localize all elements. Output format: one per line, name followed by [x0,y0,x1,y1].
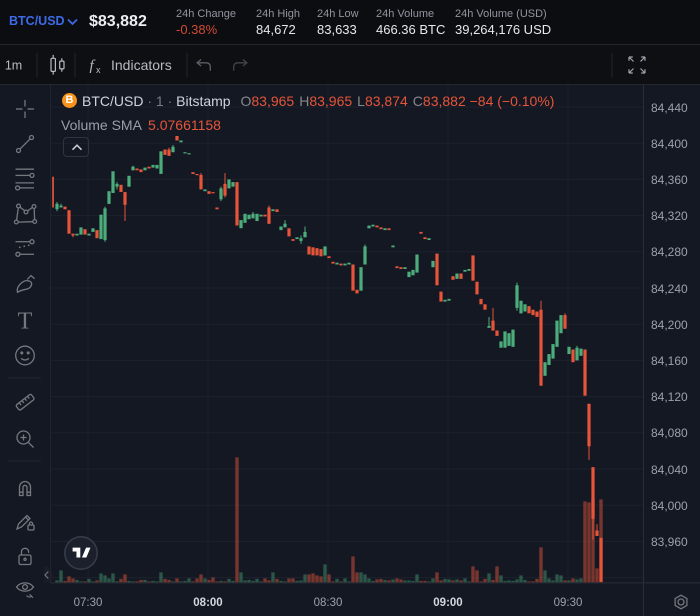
svg-text:T: T [18,309,33,335]
svg-text:1m: 1m [5,59,22,73]
svg-text:f: f [90,58,96,74]
svg-text:x: x [96,65,101,75]
svg-text:Indicators: Indicators [111,57,172,73]
